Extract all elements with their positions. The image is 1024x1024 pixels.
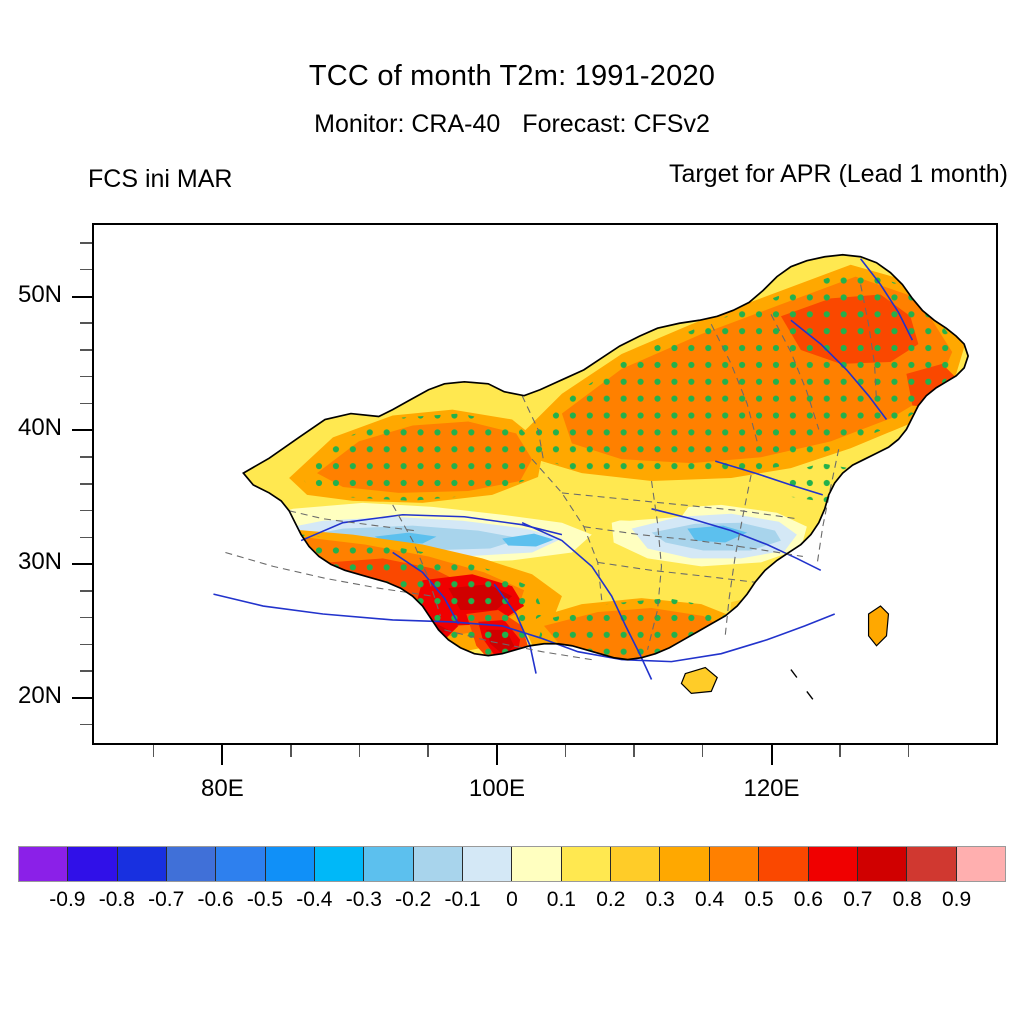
colorbar-swatch-1[interactable] bbox=[68, 847, 118, 881]
colorbar-tick-10: 0.1 bbox=[546, 888, 576, 911]
ytick-major-3 bbox=[72, 697, 92, 700]
xtick-minor-6 bbox=[701, 745, 704, 757]
page-title: TCC of month T2m: 1991-2020 bbox=[308, 60, 716, 92]
ytick-minor-3 bbox=[80, 349, 92, 351]
colorbar-tick-14: 0.5 bbox=[744, 888, 774, 911]
colorbar-swatches[interactable] bbox=[18, 846, 1006, 882]
colorbar[interactable] bbox=[18, 846, 1006, 882]
ylabel-30N: 30N bbox=[17, 548, 62, 576]
ytick-minor-11 bbox=[80, 616, 92, 619]
colorbar-swatch-8[interactable] bbox=[413, 847, 464, 881]
colorbar-swatch-12[interactable] bbox=[611, 847, 661, 881]
colorbar-swatch-16[interactable] bbox=[808, 847, 858, 881]
xtick-minor-4 bbox=[564, 745, 567, 757]
colorbar-tick-7: -0.2 bbox=[395, 888, 432, 911]
colorbar-swatch-6[interactable] bbox=[315, 847, 365, 881]
xtick-minor-3 bbox=[427, 745, 429, 757]
xtick-major-2 bbox=[770, 745, 773, 765]
ylabel-50N: 50N bbox=[17, 280, 62, 308]
colorbar-tick-11: 0.2 bbox=[596, 888, 626, 911]
colorbar-swatch-13[interactable] bbox=[660, 847, 710, 881]
xtick-minor-5 bbox=[633, 745, 635, 757]
target-lead-label: Target for APR (Lead 1 month) bbox=[668, 160, 1008, 188]
colorbar-swatch-5[interactable] bbox=[265, 847, 316, 881]
map-panel[interactable]: Scale 1:20 000 000 bbox=[92, 223, 998, 745]
ytick-minor-1 bbox=[80, 268, 92, 271]
xlabel-120E: 120E bbox=[743, 775, 800, 802]
province-boundaries bbox=[225, 284, 878, 661]
ytick-minor-10 bbox=[80, 590, 92, 592]
colorbar-tick-labels: -0.9 -0.8 -0.7 -0.6 -0.5 -0.4 -0.3 -0.2 -0.1 0 0.1… bbox=[18, 888, 1006, 918]
colorbar-tick-3: -0.6 bbox=[197, 888, 234, 911]
ytick-minor-2 bbox=[80, 322, 92, 324]
xlabel-100E: 100E bbox=[468, 775, 525, 802]
subtitle: Monitor: CRA-40 Forecast: CFSv2 bbox=[0, 110, 1024, 139]
ytick-minor-14 bbox=[80, 723, 92, 726]
colorbar-swatch-11[interactable] bbox=[561, 847, 612, 881]
colorbar-tick-4: -0.5 bbox=[246, 888, 284, 911]
colorbar-swatch-4[interactable] bbox=[216, 847, 266, 881]
ytick-major-1 bbox=[72, 429, 92, 432]
ytick-minor-5 bbox=[80, 402, 92, 405]
xtick-minor-0 bbox=[152, 745, 155, 757]
ytick-minor-8 bbox=[80, 509, 92, 512]
ytick-minor-9 bbox=[80, 536, 92, 539]
colorbar-swatch-7[interactable] bbox=[364, 847, 414, 881]
monitor-label: Monitor: CRA-40 bbox=[314, 110, 501, 138]
colorbar-swatch-18[interactable] bbox=[907, 847, 957, 881]
colorbar-swatch-14[interactable] bbox=[709, 847, 760, 881]
xlabel-80E: 80E bbox=[201, 775, 244, 802]
colorbar-tick-8: -0.1 bbox=[444, 888, 481, 911]
china-coastline bbox=[242, 253, 970, 661]
ytick-major-0 bbox=[72, 295, 92, 298]
ylabel-40N: 40N bbox=[17, 414, 62, 442]
colorbar-swatch-10[interactable] bbox=[512, 847, 562, 881]
taiwan bbox=[867, 605, 890, 647]
ytick-minor-12 bbox=[80, 643, 92, 646]
xtick-minor-8 bbox=[907, 745, 910, 757]
colorbar-tick-5: -0.4 bbox=[296, 888, 333, 911]
colorbar-tick-6: -0.3 bbox=[345, 888, 382, 911]
colorbar-tick-18: 0.9 bbox=[941, 888, 972, 911]
colorbar-tick-16: 0.7 bbox=[843, 888, 873, 911]
colorbar-tick-9: 0 bbox=[506, 888, 518, 911]
xtick-major-0 bbox=[221, 745, 224, 765]
colorbar-swatch-15[interactable] bbox=[759, 847, 809, 881]
colorbar-tick-2: -0.7 bbox=[148, 888, 185, 911]
map-contour-field bbox=[94, 225, 996, 743]
ytick-minor-7 bbox=[80, 483, 92, 485]
colorbar-tick-17: 0.8 bbox=[892, 888, 922, 911]
scs-dashes bbox=[790, 669, 814, 700]
ylabel-20N: 20N bbox=[17, 682, 62, 710]
xtick-minor-7 bbox=[839, 745, 841, 757]
colorbar-tick-15: 0.6 bbox=[793, 888, 823, 911]
colorbar-swatch-3[interactable] bbox=[167, 847, 217, 881]
colorbar-tick-1: -0.8 bbox=[98, 888, 135, 911]
ytick-minor-13 bbox=[80, 670, 92, 672]
fcs-init-label: FCS ini MAR bbox=[88, 165, 233, 193]
xtick-minor-2 bbox=[358, 745, 361, 757]
ytick-minor-6 bbox=[80, 456, 92, 458]
colorbar-swatch-19[interactable] bbox=[956, 847, 1005, 881]
ytick-minor-0 bbox=[80, 242, 92, 244]
colorbar-swatch-17[interactable] bbox=[857, 847, 908, 881]
ytick-minor-4 bbox=[80, 375, 92, 378]
colorbar-tick-0: -0.9 bbox=[49, 888, 86, 911]
forecast-label: Forecast: CFSv2 bbox=[522, 110, 710, 138]
colorbar-swatch-0[interactable] bbox=[19, 847, 69, 881]
colorbar-swatch-9[interactable] bbox=[463, 847, 513, 881]
ytick-major-2 bbox=[72, 563, 92, 566]
xtick-minor-1 bbox=[290, 745, 292, 757]
colorbar-swatch-2[interactable] bbox=[117, 847, 168, 881]
colorbar-tick-12: 0.3 bbox=[645, 888, 675, 911]
colorbar-tick-13: 0.4 bbox=[694, 888, 725, 911]
hainan bbox=[680, 666, 718, 695]
xtick-major-1 bbox=[495, 745, 498, 765]
